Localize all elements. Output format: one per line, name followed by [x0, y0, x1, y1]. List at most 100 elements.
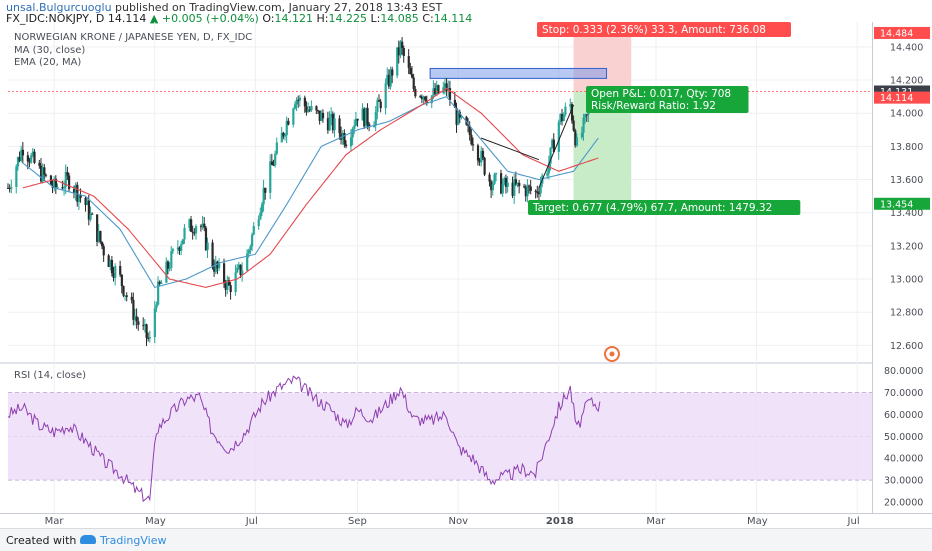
candle-body [297, 99, 300, 101]
candle-body [155, 304, 158, 309]
stop-label-bg [537, 22, 791, 37]
candle-body [246, 253, 249, 271]
candle-body [160, 282, 163, 284]
candle-body [97, 231, 100, 242]
candle-body [470, 134, 473, 145]
candle-body [10, 187, 13, 189]
candle-body [18, 157, 21, 161]
candle-body [223, 263, 226, 284]
badge-dot [609, 351, 615, 357]
rsi-tick-label: 20.0000 [884, 498, 923, 509]
candle-body [86, 200, 89, 206]
candle-body [249, 246, 252, 250]
candle-body [551, 139, 554, 148]
target-price-label-bg [874, 197, 930, 210]
legend-ema: EMA (20, MA) [14, 57, 81, 68]
price-tick-label: 14.000 [890, 109, 923, 120]
candle-body [458, 111, 461, 118]
last-price-label: 14.114 [880, 93, 913, 104]
stop-price-label: 14.484 [880, 28, 913, 39]
candle-body [549, 147, 552, 164]
high-label: H: [316, 12, 329, 25]
candle-body [412, 77, 415, 89]
candle-body [366, 107, 369, 125]
rsi-tick-label: 70.0000 [884, 388, 923, 399]
candle-body [420, 96, 424, 100]
candle-body [328, 117, 331, 131]
price-chart[interactable]: Stop: 0.333 (2.36%) 33.3, Amount: 736.08… [0, 0, 932, 528]
candle-body [562, 114, 565, 121]
candle-body [183, 227, 186, 240]
candle-body [575, 137, 579, 146]
candle-body [434, 88, 437, 95]
candle-body [373, 125, 376, 128]
candle-body [171, 249, 175, 252]
candle-body [176, 247, 180, 250]
candle-body [401, 41, 404, 49]
candle-body [584, 114, 587, 118]
candle-body [298, 97, 302, 101]
rsi-line [7, 375, 601, 503]
candle-body [537, 193, 541, 195]
candle-body [66, 172, 69, 176]
candle-body [61, 186, 64, 189]
candle-body [513, 179, 516, 196]
publisher-link[interactable]: unsal.Bulgurcuoglu [6, 1, 112, 14]
candle-body [435, 85, 438, 95]
rsi-tick-label: 50.0000 [884, 432, 923, 443]
created-with-label: Created with [6, 534, 77, 547]
stop-label-line-1: Stop: 0.333 (2.36%) 33.3, Amount: 736.08 [542, 24, 766, 36]
candle-body [84, 197, 87, 206]
candle-body [570, 104, 574, 121]
candle-body [467, 124, 470, 126]
candle-body [453, 99, 457, 108]
candle-body [119, 266, 122, 275]
candle-body [64, 172, 67, 187]
candle-body [20, 149, 23, 161]
candle-body [272, 164, 275, 166]
candle-body [193, 232, 196, 234]
candle-body [252, 226, 255, 235]
candle-body [158, 281, 161, 284]
price-tick-label: 12.800 [890, 308, 923, 319]
candle-body [26, 155, 29, 162]
candle-body [506, 182, 509, 187]
candle-body [260, 204, 264, 213]
candle-body [284, 135, 287, 137]
candle-body [63, 186, 66, 189]
candle-body [285, 120, 288, 136]
candle-body [120, 274, 123, 287]
candle-body [320, 112, 323, 121]
price-tick-label: 14.400 [890, 42, 923, 53]
pnl-label-line-2: Risk/Reward Ratio: 1.92 [591, 100, 716, 112]
pnl-label-bg [586, 86, 749, 113]
candle-body [100, 241, 104, 247]
candle-body [274, 153, 277, 166]
candle-body [437, 85, 440, 93]
chart-header: unsal.Bulgurcuoglu published on TradingV… [0, 0, 932, 25]
candle-body [389, 69, 392, 87]
candle-body [68, 175, 71, 190]
candle-body [511, 182, 514, 196]
candle-body [529, 186, 532, 191]
candle-body [204, 227, 208, 250]
tradingview-brand-link[interactable]: TradingView [100, 534, 167, 547]
candle-body [194, 226, 198, 234]
candle-body [239, 264, 242, 276]
tradingview-cloud-icon [80, 535, 96, 544]
candle-body [135, 316, 138, 322]
candle-body [457, 111, 460, 125]
candle-body [528, 185, 531, 187]
candle-body [386, 74, 389, 84]
candle-body [153, 308, 156, 338]
candle-body [305, 106, 308, 113]
candle-body [377, 100, 381, 102]
candle-body [56, 186, 59, 188]
price-tick-label: 12.600 [890, 341, 923, 352]
low-value: 14.085 [380, 12, 419, 25]
candle-body [354, 118, 358, 126]
price-tick-label: 13.200 [890, 241, 923, 252]
candle-body [316, 110, 320, 112]
candle-body [213, 266, 216, 272]
